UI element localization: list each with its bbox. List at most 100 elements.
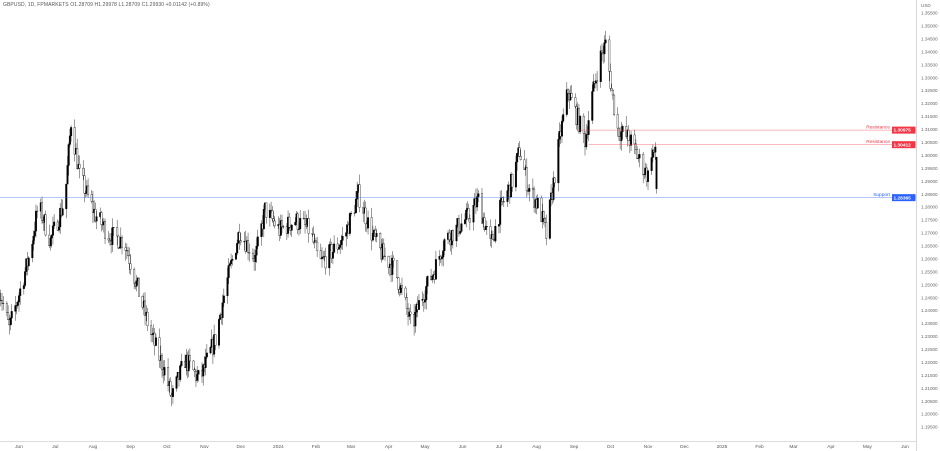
- candle: [536, 194, 539, 210]
- candle: [405, 293, 408, 315]
- candle: [654, 142, 657, 160]
- candle: [364, 201, 367, 232]
- candle-body: [630, 134, 633, 146]
- candle: [197, 369, 200, 382]
- price-tick-label: 1.34500: [921, 36, 938, 41]
- candle-body: [50, 235, 53, 239]
- candle: [94, 202, 97, 223]
- candle-body: [611, 89, 614, 96]
- time-tick-label: May: [420, 444, 430, 450]
- candle-body: [627, 130, 630, 141]
- currency-label: USD: [921, 3, 931, 8]
- candle: [158, 328, 161, 368]
- candle-body: [565, 89, 568, 115]
- candle-body: [379, 233, 382, 248]
- candle-body: [53, 221, 56, 227]
- candle-body: [642, 154, 645, 176]
- candle: [519, 149, 522, 161]
- candle-body: [10, 311, 13, 319]
- candle: [0, 292, 2, 307]
- candle-body: [356, 191, 359, 200]
- candle: [630, 130, 633, 152]
- candle-body: [399, 285, 402, 293]
- candle-body: [485, 226, 488, 228]
- candle-body: [370, 217, 373, 241]
- candle-body: [655, 156, 658, 189]
- candle: [107, 230, 110, 244]
- candle: [337, 244, 340, 251]
- candle: [582, 113, 585, 144]
- level-support[interactable]: Support 1.28365: [0, 192, 916, 201]
- candle-body: [125, 250, 128, 252]
- candle-body: [129, 263, 132, 270]
- candle: [514, 155, 517, 192]
- candle-body: [273, 220, 276, 227]
- candle: [36, 205, 39, 219]
- candle-body: [82, 167, 85, 176]
- candle-body: [544, 218, 546, 223]
- candle: [643, 168, 646, 180]
- candle: [167, 358, 170, 392]
- candle: [574, 93, 577, 109]
- candle-body: [116, 227, 119, 237]
- candle-body: [209, 347, 212, 354]
- candle-body: [49, 237, 52, 247]
- candle: [426, 275, 429, 295]
- candle-body: [218, 319, 220, 346]
- candle: [339, 240, 342, 255]
- candle: [272, 210, 275, 227]
- candle-body: [414, 311, 417, 327]
- candle-body: [405, 297, 408, 309]
- candle-body: [196, 374, 199, 381]
- price-axis[interactable]: 1.35500 1.35000 1.34500 1.34000 1.33500 1.330…: [921, 11, 938, 430]
- candle-body: [227, 265, 230, 278]
- candle: [127, 246, 130, 257]
- candle-body: [364, 207, 367, 225]
- candle: [268, 203, 271, 227]
- candle-body: [192, 360, 195, 371]
- candle: [239, 232, 242, 246]
- candle-body: [501, 197, 504, 202]
- price-tick-label: 1.31000: [921, 127, 938, 132]
- candle: [228, 262, 231, 267]
- candle-body: [519, 156, 522, 160]
- price-tick-label: 1.35000: [921, 24, 938, 29]
- candle: [484, 225, 487, 231]
- price-tick-label: 1.28500: [921, 192, 938, 197]
- time-tick-label: Apr: [385, 444, 393, 450]
- candle-body: [19, 288, 22, 296]
- candle-body: [65, 183, 68, 210]
- candle-body: [384, 255, 386, 257]
- candle: [255, 237, 258, 264]
- candle: [370, 207, 373, 251]
- candle: [553, 176, 556, 188]
- candle: [358, 174, 361, 213]
- candle-body: [297, 228, 300, 230]
- candle-body: [248, 252, 251, 254]
- candle-body: [460, 223, 463, 232]
- candle-body: [100, 212, 103, 225]
- candle-body: [348, 213, 351, 234]
- price-tick-label: 1.22000: [921, 360, 938, 365]
- candle-body: [238, 232, 241, 241]
- candle-body: [171, 388, 174, 397]
- candle: [221, 294, 224, 326]
- candle-body: [600, 50, 603, 53]
- price-tick-label: 1.25500: [921, 269, 938, 274]
- candle-body: [481, 193, 483, 224]
- price-tick-label: 1.33500: [921, 62, 938, 67]
- candle: [599, 45, 602, 88]
- candle: [144, 292, 147, 326]
- candle-body: [221, 302, 224, 318]
- candle-body: [193, 369, 196, 372]
- candle-body: [24, 271, 27, 286]
- candle-body: [358, 184, 361, 208]
- candle: [567, 88, 570, 103]
- candle: [138, 277, 140, 297]
- level-resistance[interactable]: Resistance 1.30975: [578, 125, 916, 134]
- time-axis[interactable]: Jun Jul Aug Sep Oct Nov Dec 2024 Feb Mar Apr May Jun…: [15, 444, 909, 450]
- level-resistance[interactable]: Resistance 1.30412: [588, 139, 916, 148]
- candle-body: [636, 149, 639, 159]
- candle-body: [154, 337, 157, 346]
